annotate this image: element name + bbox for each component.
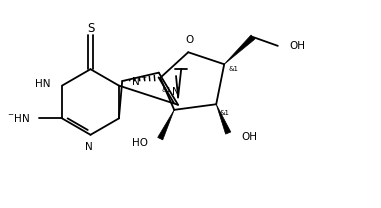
- Text: N: N: [172, 87, 180, 97]
- Text: N: N: [85, 142, 92, 152]
- Polygon shape: [158, 110, 174, 140]
- Text: &1: &1: [228, 66, 238, 72]
- Polygon shape: [216, 104, 231, 134]
- Text: N$^+$: N$^+$: [131, 75, 148, 88]
- Text: O: O: [185, 35, 193, 45]
- Text: HO: HO: [132, 138, 148, 148]
- Text: HN: HN: [35, 79, 51, 89]
- Text: &1: &1: [219, 110, 229, 116]
- Text: OH: OH: [289, 41, 305, 51]
- Polygon shape: [224, 35, 255, 64]
- Text: &1: &1: [161, 87, 171, 93]
- Text: $^{-}$HN: $^{-}$HN: [7, 112, 30, 124]
- Text: OH: OH: [241, 132, 257, 142]
- Text: S: S: [87, 21, 94, 35]
